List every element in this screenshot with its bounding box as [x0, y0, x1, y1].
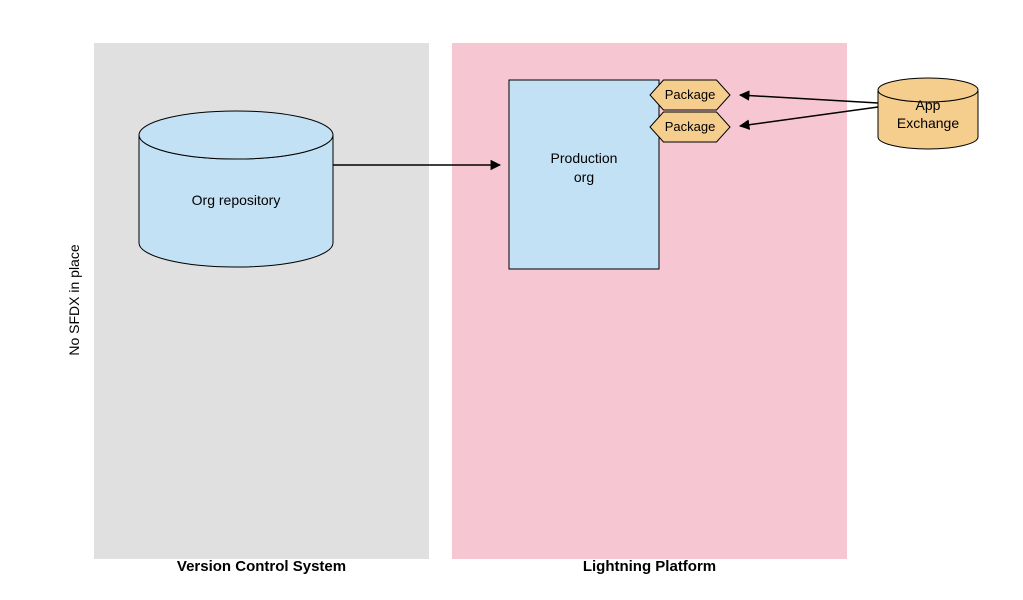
- node-app-exchange: App Exchange: [878, 78, 978, 149]
- region-vcs-label: Version Control System: [177, 558, 346, 575]
- node-production-org: Production org: [509, 80, 659, 269]
- side-label-no-sfdx: No SFDX in place: [66, 244, 82, 355]
- node-package-2: Package: [650, 112, 730, 142]
- pkg1-label: Package: [665, 87, 716, 102]
- prod-label-1: Production: [551, 150, 618, 166]
- appex-label-2: Exchange: [897, 115, 959, 131]
- node-org-repository: Org repository: [139, 111, 333, 267]
- org-repository-label: Org repository: [192, 192, 281, 208]
- node-package-1: Package: [650, 80, 730, 110]
- pkg2-label: Package: [665, 119, 716, 134]
- appex-label-1: App: [916, 97, 941, 113]
- region-lightning-label: Lightning Platform: [583, 558, 716, 575]
- diagram-canvas: Version Control System Lightning Platfor…: [0, 0, 1023, 600]
- cylinder-top: [139, 111, 333, 159]
- prod-label-2: org: [574, 169, 594, 185]
